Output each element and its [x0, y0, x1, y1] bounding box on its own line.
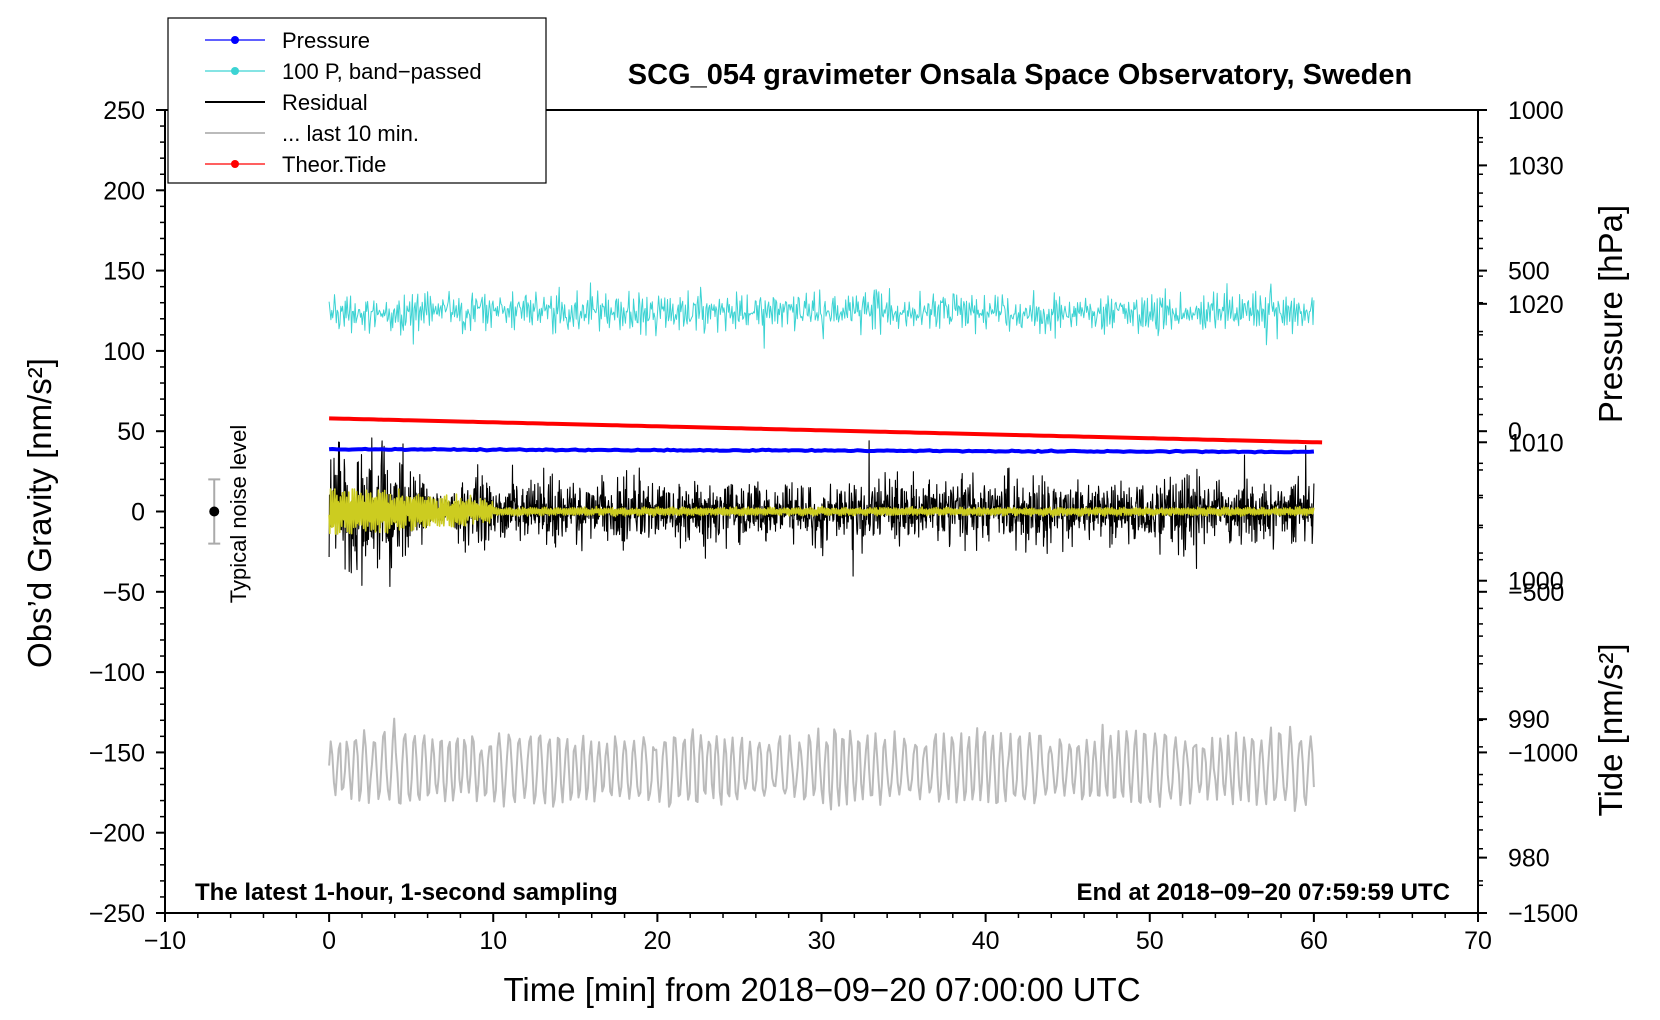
- annotation-bottom-left: The latest 1-hour, 1-second sampling: [195, 879, 618, 906]
- x-tick-label: 50: [1136, 927, 1164, 955]
- tide-tick-label: 1000: [1508, 97, 1564, 125]
- annotation-bottom-right: End at 2018−09−20 07:59:59 UTC: [1076, 879, 1450, 906]
- x-tick-label: 20: [643, 927, 671, 955]
- x-tick-label: −10: [144, 927, 186, 955]
- x-tick-label: 10: [479, 927, 507, 955]
- series-pressure-bandpassed: [328, 282, 1315, 349]
- legend-label: ... last 10 min.: [282, 121, 419, 146]
- x-axis-title: Time [min] from 2018−09−20 07:00:00 UTC: [503, 971, 1140, 1008]
- y-tick-label: 150: [103, 258, 145, 286]
- tide-tick-label: 0: [1508, 418, 1522, 446]
- y-tick-label: 200: [103, 177, 145, 205]
- y-axis-pressure: 1030 1020 1010 1000 990 980: [1478, 109, 1564, 887]
- tide-tick-label: −500: [1508, 579, 1564, 607]
- y-axis-tide: 1000 500 0 −500 −1000 −1500: [1478, 97, 1578, 928]
- series-layer: [328, 282, 1323, 812]
- x-tick-label: 40: [972, 927, 1000, 955]
- noise-level-indicator: Typical noise level: [208, 425, 251, 604]
- series-residual: [328, 437, 1315, 588]
- tide-tick-label: −1000: [1508, 739, 1578, 767]
- y-axis-left: 250 200 150 100 50 0 −50 −100 −150 −200 −250: [89, 97, 165, 928]
- y-tick-label: 100: [103, 338, 145, 366]
- pressure-tick-label: 1000: [1508, 568, 1564, 596]
- legend-box: [167, 17, 547, 184]
- y-tick-label: 50: [117, 418, 145, 446]
- y-tick-label: 0: [131, 499, 145, 527]
- y-tick-label: −150: [89, 739, 145, 767]
- x-axis: −10 0 10 20 30 40 50 60 70: [144, 913, 1492, 955]
- legend-label: 100 P, band−passed: [282, 59, 482, 84]
- legend-label: Theor.Tide: [282, 152, 386, 177]
- legend-marker: [231, 160, 239, 168]
- noise-bar-dot: [209, 506, 220, 517]
- tide-tick-label: 500: [1508, 258, 1550, 286]
- y-tick-label: −200: [89, 820, 145, 848]
- y-tick-label: −250: [89, 900, 145, 928]
- x-tick-label: 60: [1300, 927, 1328, 955]
- pressure-tick-label: 1010: [1508, 429, 1564, 457]
- x-tick-label: 70: [1464, 927, 1492, 955]
- y-axis-tide-title: Tide [nm/s²]: [1592, 644, 1629, 817]
- series-residual-lowpass: [328, 488, 1315, 535]
- pressure-tick-label: 1020: [1508, 291, 1564, 319]
- legend-marker: [231, 36, 239, 44]
- chart-title: SCG_054 gravimeter Onsala Space Observat…: [628, 59, 1412, 91]
- legend-label: Residual: [282, 90, 368, 115]
- series-pressure: [328, 446, 1315, 455]
- legend: Pressure 100 P, band−passed Residual ... la…: [167, 17, 547, 184]
- y-axis-pressure-title: Pressure [hPa]: [1592, 205, 1629, 423]
- pressure-tick-label: 1030: [1508, 152, 1564, 180]
- y-tick-label: −50: [103, 579, 145, 607]
- tide-tick-label: −1500: [1508, 900, 1578, 928]
- x-tick-label: 30: [808, 927, 836, 955]
- y-tick-label: 250: [103, 97, 145, 125]
- y-tick-label: −100: [89, 659, 145, 687]
- series-theoretical-tide: [329, 416, 1323, 445]
- y-axis-left-title: Obs’d Gravity [nm/s²]: [21, 358, 58, 668]
- noise-level-label: Typical noise level: [226, 425, 251, 604]
- x-tick-label: 0: [322, 927, 336, 955]
- legend-marker: [231, 67, 239, 75]
- pressure-tick-label: 990: [1508, 706, 1550, 734]
- series-last-10-min: [328, 717, 1315, 812]
- legend-label: Pressure: [282, 28, 370, 53]
- pressure-tick-label: 980: [1508, 845, 1550, 873]
